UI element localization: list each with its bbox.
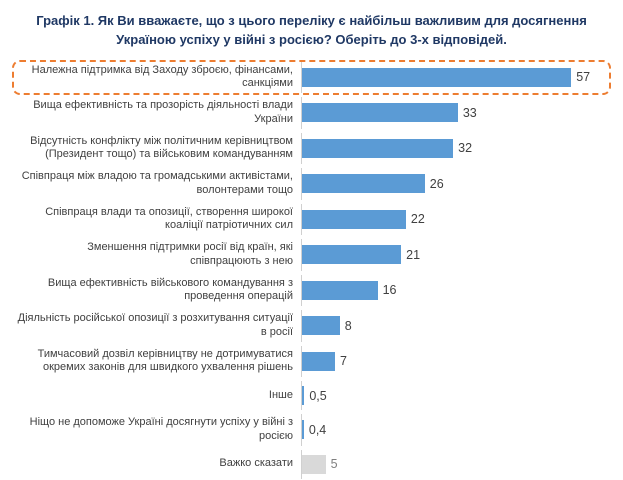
value-label: 22: [410, 212, 425, 227]
chart-row: Співпраця між владою та громадськими акт…: [12, 166, 611, 202]
value-label: 21: [406, 247, 421, 262]
category-label: Діяльність російської опозиції з розхиту…: [17, 312, 293, 338]
category-label: Ніщо не допоможе Україні досягнути успіх…: [29, 416, 293, 442]
category-label: Співпраця між владою та громадськими акт…: [21, 170, 293, 196]
bar-track: 7: [301, 345, 609, 378]
bar: [302, 316, 340, 336]
bar: [302, 174, 425, 194]
category-label: Співпраця влади та опозиції, створення ш…: [45, 205, 293, 232]
value-label: 0,5: [309, 388, 327, 403]
bar-track: 16: [301, 274, 609, 307]
chart-row: Вища ефективність та прозорість діяльнос…: [12, 95, 611, 131]
category-label: Вища ефективність та прозорість діяльнос…: [33, 99, 293, 125]
bar: [302, 67, 572, 87]
chart-row: Співпраця влади та опозиції, створення ш…: [12, 202, 611, 238]
chart-row: Інше 0,5: [12, 379, 611, 412]
bar: [302, 245, 402, 265]
category-label: Інше: [268, 388, 293, 401]
category-label: Важко сказати: [219, 457, 293, 470]
bar: [302, 280, 378, 300]
value-label: 32: [458, 141, 473, 156]
bar: [302, 209, 406, 229]
bar-track: 33: [301, 97, 609, 129]
chart-row: Важко сказати 5: [12, 448, 611, 480]
bar: [302, 454, 326, 474]
value-label: 8: [344, 318, 352, 333]
value-label: 0,4: [308, 422, 327, 437]
bar-track: 0,5: [301, 381, 609, 411]
bar-track: 8: [301, 310, 609, 342]
bar: [302, 386, 305, 406]
bar-track: 21: [301, 239, 609, 271]
bar: [302, 103, 458, 123]
category-label: Зменшення підтримки росії від країн, які…: [87, 241, 293, 267]
bar: [302, 420, 304, 440]
chart-title: Графік 1. Як Ви вважаєте, що з цього пер…: [36, 13, 587, 47]
bar-track: 57: [301, 61, 609, 94]
bar-track: 32: [301, 132, 609, 165]
bar-track: 5: [301, 449, 609, 479]
chart-row: Тимчасовий дозвіл керівництву не дотриму…: [12, 344, 611, 380]
category-label: Вища ефективність військового командуван…: [47, 276, 293, 303]
bar-track: 22: [301, 203, 609, 236]
value-label: 33: [462, 105, 477, 120]
chart-rows: Належна підтримка від Заходу зброєю, фін…: [0, 56, 623, 480]
bar: [302, 138, 454, 158]
chart-row: Зменшення підтримки росії від країн, які…: [12, 237, 611, 273]
bar-track: 0,4: [301, 414, 609, 446]
chart-row: Відсутність конфлікту між політичним кер…: [12, 131, 611, 167]
category-label: Відсутність конфлікту між політичним кер…: [30, 134, 293, 161]
bar-track: 26: [301, 168, 609, 200]
chart-row-highlighted: Належна підтримка від Заходу зброєю, фін…: [12, 59, 611, 96]
category-label: Тимчасовий дозвіл керівництву не дотриму…: [37, 347, 293, 374]
value-label: 16: [382, 283, 397, 298]
bar: [302, 351, 336, 371]
chart-row: Ніщо не допоможе Україні досягнути успіх…: [12, 412, 611, 448]
value-label: 7: [340, 354, 347, 369]
chart-row: Вища ефективність військового командуван…: [12, 273, 611, 309]
value-label: 5: [330, 457, 338, 472]
chart-row: Діяльність російської опозиції з розхиту…: [12, 308, 611, 344]
value-label: 26: [429, 176, 444, 191]
category-label: Належна підтримка від Заходу зброєю, фін…: [31, 63, 293, 90]
value-label: 57: [576, 70, 591, 85]
